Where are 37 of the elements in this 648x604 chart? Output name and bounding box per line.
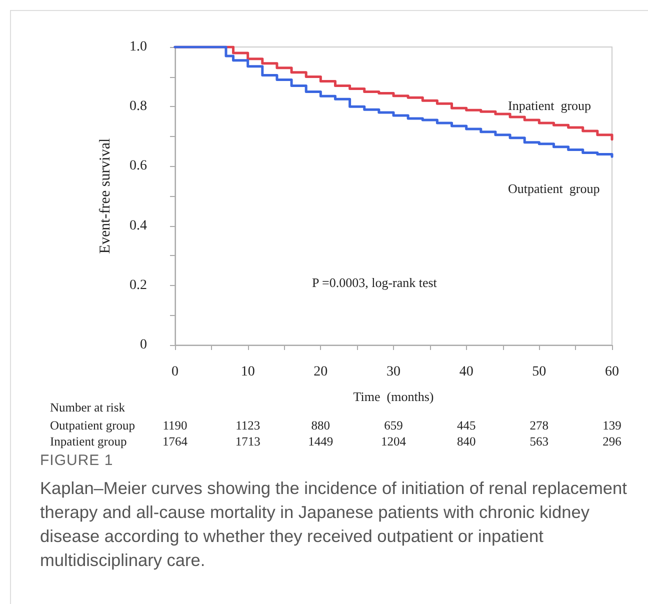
y-tick-label: 0.6	[130, 158, 147, 174]
text: Number at risk	[50, 400, 126, 414]
text: 1764	[162, 434, 188, 448]
y-tick-label: 0.8	[130, 99, 147, 114]
text: 563	[530, 434, 549, 448]
caption: FIGURE 1	[40, 452, 114, 469]
text: 139	[602, 418, 622, 432]
text: 1190	[162, 418, 188, 432]
text: Kaplan–Meier curves showing the incidence of initiation of renal replacement therapy and all-cause mortality in Japanese patients with chronic kidney disease according to whether they received outpatient or inpatient multidisciplinary care.	[40, 477, 628, 572]
text: 278	[530, 418, 549, 432]
series-label: Inpatient group	[508, 98, 592, 113]
x-axis-title: Time (months)	[353, 389, 434, 404]
text: 880	[311, 418, 330, 432]
y-axis-title: Event-free survival	[98, 138, 114, 254]
text: 1449	[308, 434, 334, 448]
x-tick-label: 20	[314, 364, 328, 380]
text: 296	[602, 434, 622, 448]
y-tick-label: 0.2	[130, 278, 147, 293]
text: Inpatient group	[50, 434, 127, 448]
text: 1123	[236, 418, 260, 432]
text: Outpatient group	[508, 181, 600, 196]
text: 1713	[235, 434, 260, 448]
y-tick-label: 0.4	[130, 218, 147, 234]
x-tick-label: 40	[459, 364, 474, 380]
x-tick-label: 50	[532, 364, 546, 380]
y-tick-label: 1.0	[130, 40, 147, 54]
annotation: P =0.0003, log-rank test	[312, 275, 438, 290]
text: 1204	[381, 434, 407, 448]
text: 445	[456, 418, 476, 432]
text: Outpatient group	[50, 418, 136, 432]
x-tick-label: 60	[605, 364, 619, 380]
text: 659	[384, 418, 403, 432]
x-tick-label: 10	[240, 364, 255, 380]
x-tick-label: 0	[172, 364, 178, 380]
text: 840	[456, 434, 476, 448]
y-tick-label: 0	[140, 338, 147, 352]
x-tick-label: 30	[386, 364, 400, 380]
